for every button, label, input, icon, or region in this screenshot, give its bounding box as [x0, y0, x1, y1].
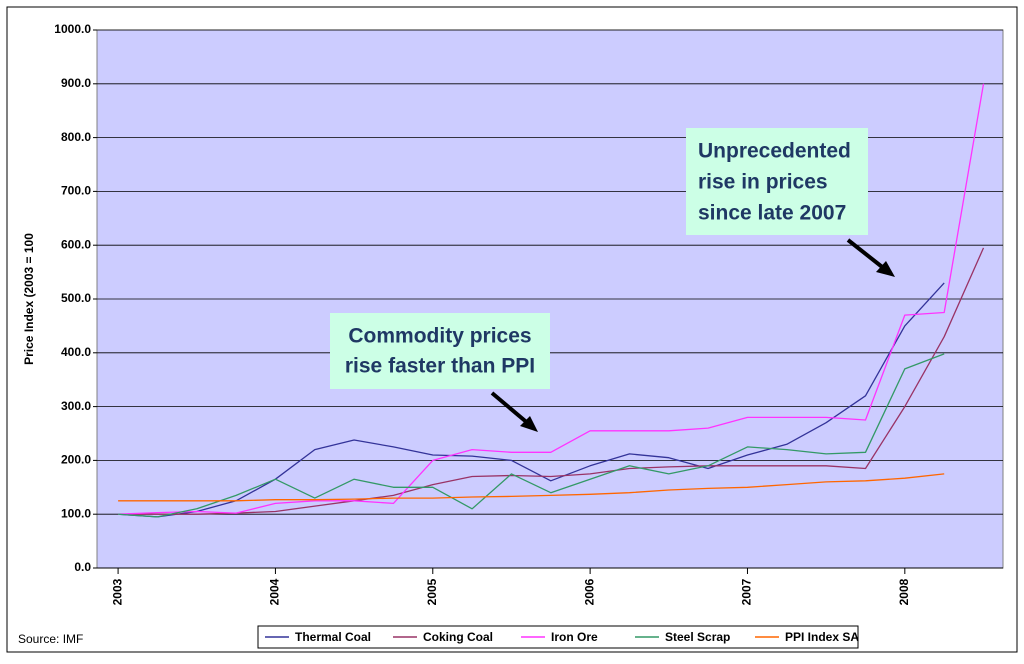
- legend-label: Coking Coal: [423, 630, 493, 644]
- legend-label: Thermal Coal: [295, 630, 371, 644]
- y-tick-label: 300.0: [61, 399, 91, 413]
- annotation-text: rise faster than PPI: [345, 355, 535, 378]
- annotation: Commodity prices rise faster than PPI Un…: [330, 128, 895, 432]
- annotation-text: Unprecedented: [698, 140, 851, 163]
- y-tick-label: 900.0: [61, 76, 91, 90]
- y-tick-label: 800.0: [61, 130, 91, 144]
- annotation-box: [330, 313, 550, 389]
- x-tick-label: 2005: [425, 578, 439, 605]
- x-tick-label: 2003: [110, 578, 124, 605]
- x-tick-label: 2006: [582, 578, 596, 605]
- legend-label: Iron Ore: [551, 630, 598, 644]
- x-tick-label: 2008: [897, 578, 911, 605]
- arrow: [490, 391, 532, 427]
- y-tick-label: 100.0: [61, 506, 91, 520]
- arrowhead: [520, 416, 538, 432]
- arrowhead: [876, 261, 895, 277]
- annotation-text: rise in prices: [698, 171, 828, 194]
- arrow: [846, 238, 888, 272]
- y-axis-label: Price Index (2003 = 100: [22, 233, 36, 365]
- y-tick-label: 0.0: [74, 560, 91, 574]
- annotation-text: since late 2007: [698, 202, 846, 225]
- x-tick-label: 2007: [740, 578, 754, 605]
- y-tick-label: 600.0: [61, 237, 91, 251]
- x-tick-label: 2004: [268, 578, 282, 605]
- series-line: [118, 282, 945, 518]
- series-line: [118, 247, 985, 515]
- legend-label: PPI Index SA: [785, 630, 859, 644]
- y-tick-label: 1000.0: [54, 22, 91, 36]
- y-tick-label: 400.0: [61, 345, 91, 359]
- series-line: [118, 353, 945, 518]
- series-line: [118, 473, 945, 502]
- source: Source: IMF: [18, 632, 83, 646]
- legend-label: Steel Scrap: [665, 630, 730, 644]
- y-tick-label: 200.0: [61, 453, 91, 467]
- y-tick-label: 700.0: [61, 184, 91, 198]
- series-line: [118, 83, 985, 515]
- annotation-text: Commodity prices: [348, 325, 531, 348]
- legend: [257, 625, 859, 649]
- y-tick-label: 500.0: [61, 291, 91, 305]
- annotation-box: [686, 128, 868, 235]
